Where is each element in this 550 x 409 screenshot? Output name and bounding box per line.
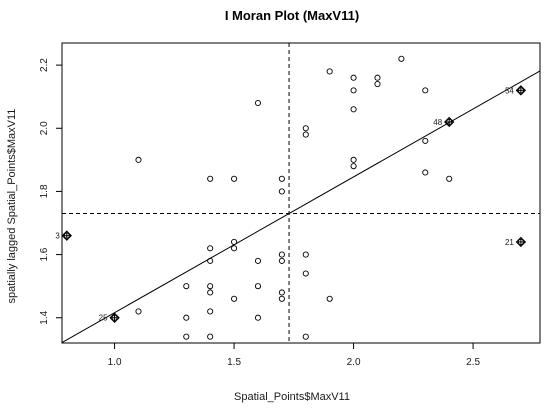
x-axis-label: Spatial_Points$MaxV11 xyxy=(234,391,350,403)
data-point xyxy=(422,137,429,144)
influential-label: 54 xyxy=(505,86,514,95)
data-point xyxy=(278,295,285,302)
data-point xyxy=(254,99,262,107)
influential-points: 3 25 48 54 21 xyxy=(55,85,527,323)
y-tick-label: 2.2 xyxy=(39,58,50,72)
data-point xyxy=(183,283,190,290)
influential-label: 25 xyxy=(99,314,108,323)
data-point xyxy=(302,270,309,277)
y-axis-label: spatially lagged Spatial_Points$MaxV11 xyxy=(6,109,18,304)
chart-title: I Moran Plot (MaxV11) xyxy=(225,8,359,23)
influential-point: 21 xyxy=(505,236,527,248)
data-point xyxy=(207,175,214,182)
influential-point: 3 xyxy=(55,230,72,241)
data-point xyxy=(350,156,357,163)
y-tick-label: 1.6 xyxy=(39,247,50,261)
influential-point: 25 xyxy=(99,312,120,323)
data-point xyxy=(254,314,262,321)
y-tick-label: 2.0 xyxy=(39,121,50,135)
data-point xyxy=(231,238,238,245)
x-tick-label: 1.0 xyxy=(108,357,122,368)
data-point xyxy=(517,87,524,94)
data-point xyxy=(278,289,285,296)
data-point xyxy=(254,257,262,264)
data-point xyxy=(302,251,309,258)
data-point xyxy=(231,175,238,182)
data-point xyxy=(231,245,238,252)
data-point xyxy=(302,131,309,138)
data-points xyxy=(135,55,453,340)
influential-label: 48 xyxy=(433,118,442,127)
x-tick-label: 1.5 xyxy=(227,357,241,368)
data-point xyxy=(446,118,453,125)
data-point xyxy=(350,163,357,170)
mean-reference-lines xyxy=(62,43,540,343)
data-point xyxy=(422,87,429,94)
data-point xyxy=(135,308,142,315)
data-point xyxy=(374,81,381,88)
data-point xyxy=(278,251,285,258)
regression-line-group xyxy=(61,70,541,343)
data-point xyxy=(183,333,190,340)
data-point xyxy=(207,257,214,264)
data-point xyxy=(207,333,214,340)
data-point xyxy=(111,314,118,321)
data-point xyxy=(517,238,524,245)
data-point xyxy=(422,169,429,176)
data-point xyxy=(278,257,285,264)
data-point xyxy=(350,87,357,94)
data-point xyxy=(326,295,333,302)
data-point xyxy=(302,333,309,340)
data-point xyxy=(350,106,357,113)
plot-frame xyxy=(61,42,541,344)
plot-area: 3 25 48 54 21 xyxy=(55,42,541,344)
influential-label: 21 xyxy=(505,238,514,247)
data-point xyxy=(398,55,405,62)
regression-line xyxy=(61,70,541,343)
data-point xyxy=(183,314,190,321)
data-point xyxy=(135,156,142,163)
data-point xyxy=(446,175,453,182)
x-axis: 1.0 1.5 2.0 2.5 xyxy=(108,342,480,368)
data-point xyxy=(231,295,238,302)
data-point xyxy=(207,289,214,296)
influential-label: 3 xyxy=(55,232,60,241)
data-point xyxy=(63,232,70,239)
data-point xyxy=(207,308,214,315)
data-point xyxy=(207,245,214,252)
data-point xyxy=(350,74,357,81)
x-tick-label: 2.0 xyxy=(347,357,361,368)
data-point xyxy=(374,74,381,81)
data-point xyxy=(326,68,333,75)
y-axis: 1.4 1.6 1.8 2.0 2.2 xyxy=(39,58,63,325)
y-tick-label: 1.4 xyxy=(39,310,50,324)
data-point xyxy=(207,283,214,290)
y-tick-label: 1.8 xyxy=(39,184,50,198)
data-point xyxy=(278,175,285,182)
data-point xyxy=(302,125,309,132)
influential-point: 48 xyxy=(433,116,455,128)
data-point xyxy=(254,283,262,290)
x-tick-label: 2.5 xyxy=(466,357,480,368)
data-point xyxy=(278,188,285,195)
influential-point: 54 xyxy=(505,85,527,96)
